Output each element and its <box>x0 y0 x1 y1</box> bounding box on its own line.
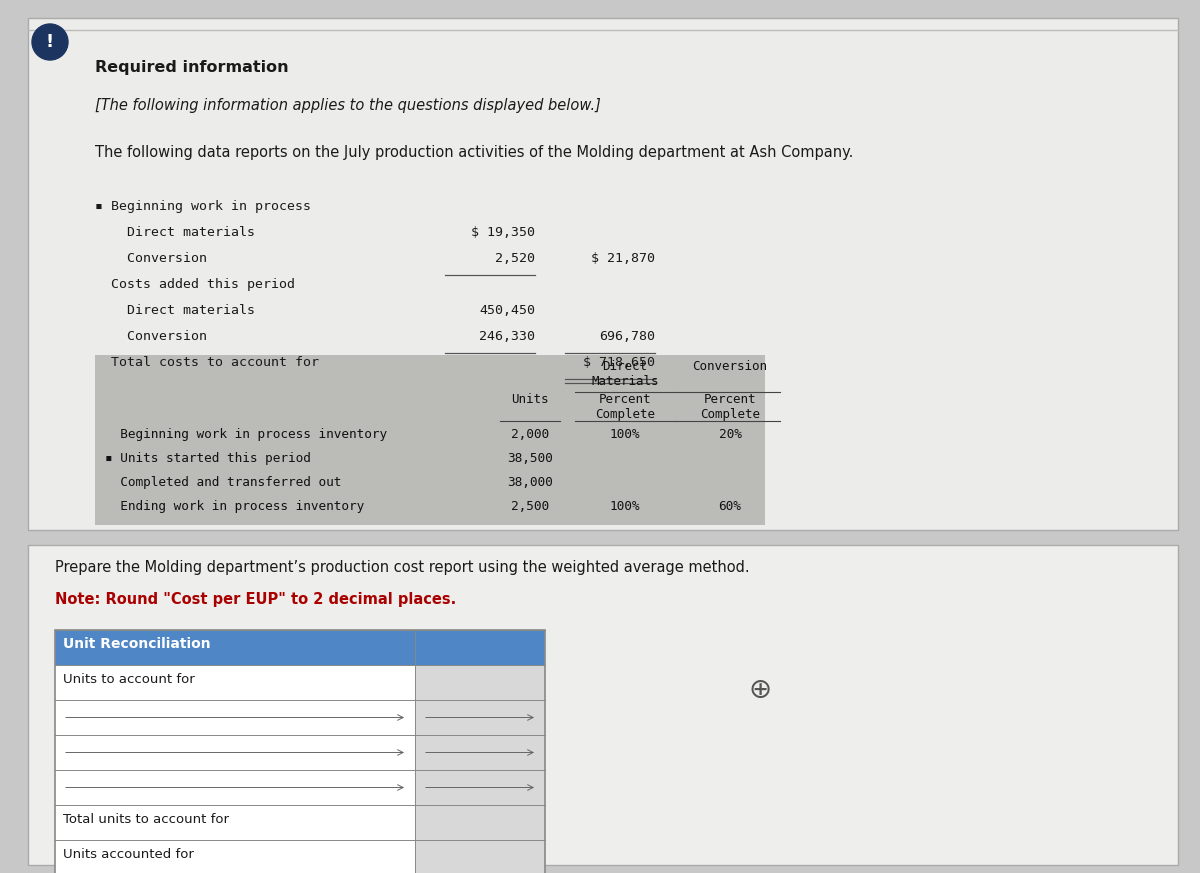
Bar <box>415 840 545 873</box>
Text: $ 19,350: $ 19,350 <box>470 226 535 239</box>
Bar <box>55 770 415 805</box>
Circle shape <box>32 24 68 60</box>
Text: 20%: 20% <box>719 428 742 441</box>
Bar <box>55 735 415 770</box>
Text: 2,000: 2,000 <box>511 428 550 441</box>
Text: Percent
Complete: Percent Complete <box>595 393 655 421</box>
Text: Total units to account for: Total units to account for <box>64 813 229 826</box>
Text: Note: Round "Cost per EUP" to 2 decimal places.: Note: Round "Cost per EUP" to 2 decimal … <box>55 592 456 607</box>
Bar <box>415 770 545 805</box>
Bar <box>55 665 415 700</box>
Text: 60%: 60% <box>719 500 742 513</box>
Text: Direct
Materials: Direct Materials <box>592 360 659 388</box>
Text: Direct materials: Direct materials <box>95 304 256 317</box>
Text: 38,000: 38,000 <box>508 476 553 489</box>
Text: 2,520: 2,520 <box>496 252 535 265</box>
Bar <box>28 545 1178 865</box>
Bar <box>55 805 415 840</box>
Bar <box>55 700 415 735</box>
Text: 696,780: 696,780 <box>599 330 655 343</box>
Text: Required information: Required information <box>95 60 289 75</box>
Text: Costs added this period: Costs added this period <box>95 278 295 291</box>
Text: $ 718,650: $ 718,650 <box>583 356 655 369</box>
Text: 38,500: 38,500 <box>508 452 553 465</box>
Text: Beginning work in process inventory: Beginning work in process inventory <box>106 428 388 441</box>
Bar <box>28 18 1178 530</box>
Text: 246,330: 246,330 <box>479 330 535 343</box>
Bar <box>55 630 545 873</box>
Text: $ 21,870: $ 21,870 <box>592 252 655 265</box>
Bar <box>415 665 545 700</box>
Bar <box>55 630 545 665</box>
Text: Direct materials: Direct materials <box>95 226 256 239</box>
Text: Conversion: Conversion <box>692 360 768 373</box>
Text: 100%: 100% <box>610 428 641 441</box>
Bar <box>415 700 545 735</box>
Text: The following data reports on the July production activities of the Molding depa: The following data reports on the July p… <box>95 145 853 160</box>
Bar <box>95 355 766 525</box>
Text: Units accounted for: Units accounted for <box>64 848 194 861</box>
Text: ▪ Beginning work in process: ▪ Beginning work in process <box>95 200 311 213</box>
Text: 2,500: 2,500 <box>511 500 550 513</box>
Text: Ending work in process inventory: Ending work in process inventory <box>106 500 365 513</box>
Bar <box>415 805 545 840</box>
Text: Units to account for: Units to account for <box>64 673 194 686</box>
Bar <box>55 840 415 873</box>
Text: Prepare the Molding department’s production cost report using the weighted avera: Prepare the Molding department’s product… <box>55 560 750 575</box>
Text: Units: Units <box>511 393 548 406</box>
Text: ▪ Units started this period: ▪ Units started this period <box>106 452 311 465</box>
Text: [The following information applies to the questions displayed below.]: [The following information applies to th… <box>95 98 601 113</box>
Text: Total costs to account for: Total costs to account for <box>95 356 319 369</box>
Text: Percent
Complete: Percent Complete <box>700 393 760 421</box>
Bar <box>415 735 545 770</box>
Text: 100%: 100% <box>610 500 641 513</box>
Text: Completed and transferred out: Completed and transferred out <box>106 476 341 489</box>
Text: Conversion: Conversion <box>95 330 208 343</box>
Text: ⊕: ⊕ <box>749 676 772 704</box>
Text: Unit Reconciliation: Unit Reconciliation <box>64 637 211 651</box>
Text: Conversion: Conversion <box>95 252 208 265</box>
Text: !: ! <box>46 33 54 51</box>
Text: 450,450: 450,450 <box>479 304 535 317</box>
